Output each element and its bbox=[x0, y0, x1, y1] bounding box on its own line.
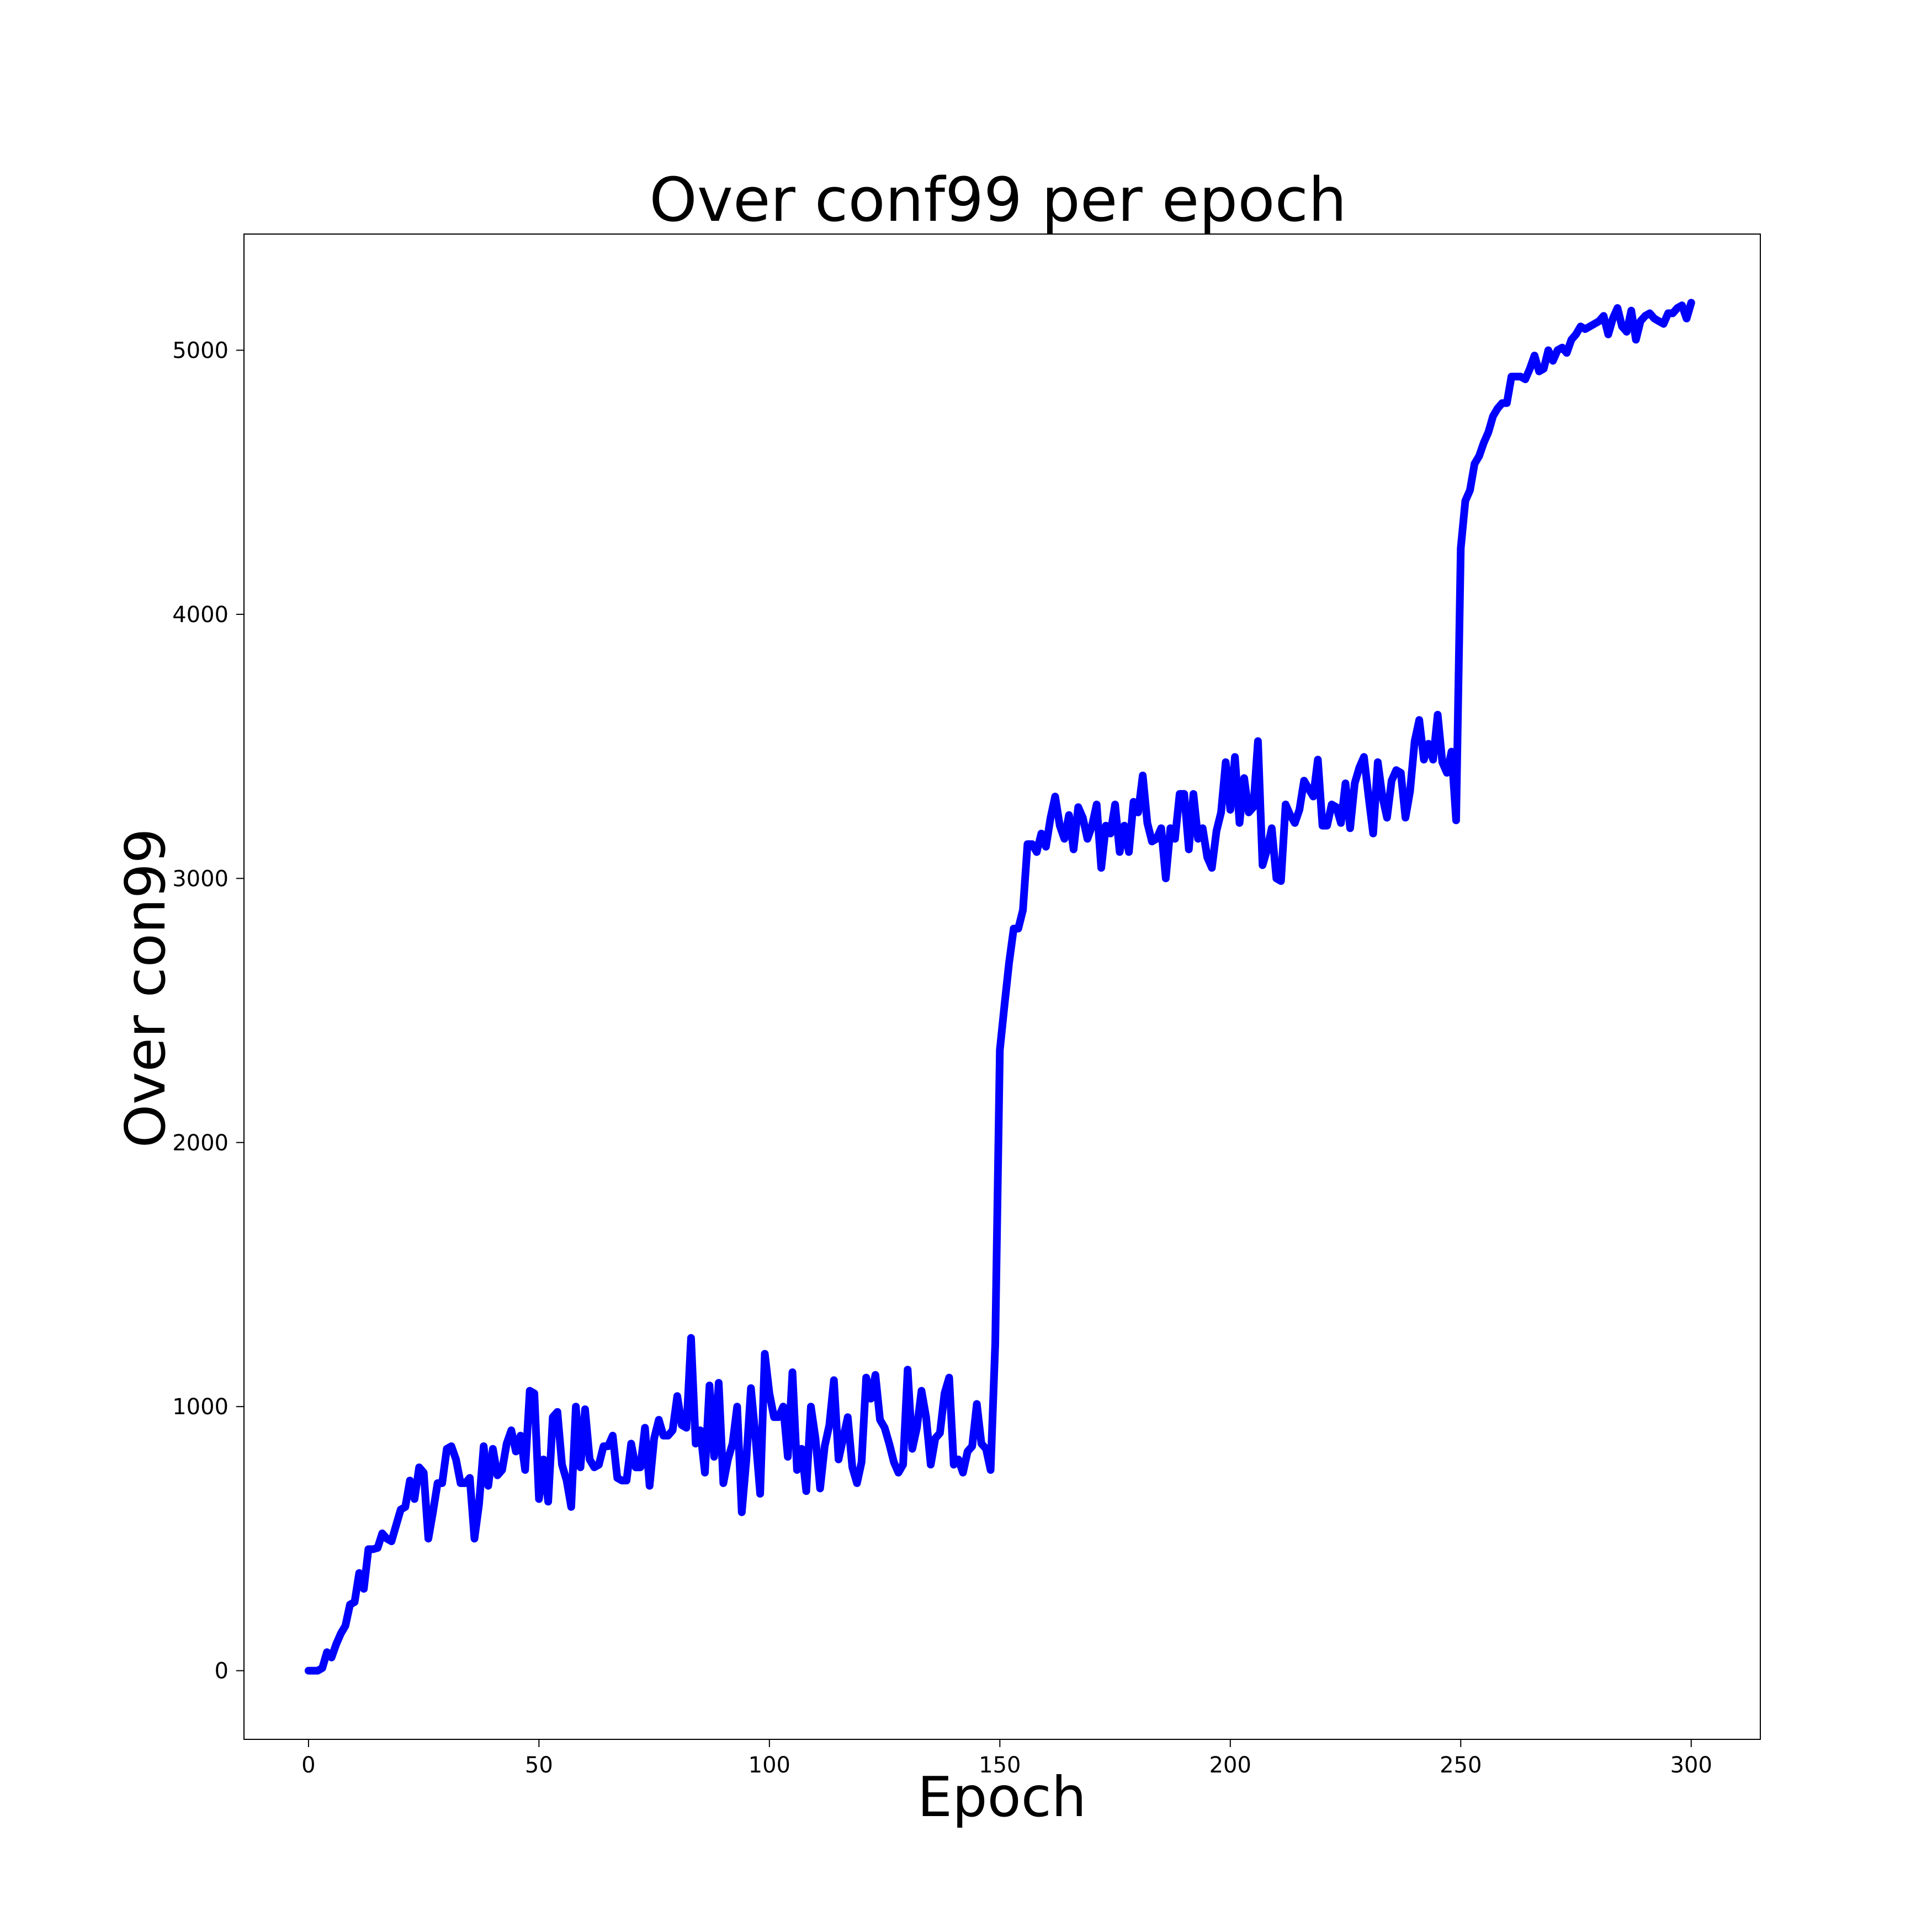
y-tick-label: 2000 bbox=[172, 1130, 229, 1156]
chart-title: Over conf99 per epoch bbox=[649, 164, 1346, 235]
series-line-1 bbox=[304, 299, 1695, 1675]
x-tick-label: 100 bbox=[749, 1753, 790, 1778]
y-axis-ticks: 0 1000 2000 3000 4000 5000 bbox=[172, 338, 244, 1684]
x-axis-label: Epoch bbox=[917, 1765, 1086, 1829]
x-tick-label: 300 bbox=[1670, 1753, 1712, 1778]
y-tick-label: 4000 bbox=[172, 602, 229, 628]
x-tick-label: 0 bbox=[301, 1753, 315, 1778]
y-tick-label: 3000 bbox=[172, 866, 229, 891]
x-tick-label: 250 bbox=[1440, 1753, 1482, 1778]
y-tick-label: 0 bbox=[215, 1659, 229, 1684]
y-axis-label: Over con99 bbox=[113, 828, 178, 1148]
y-tick-label: 5000 bbox=[172, 338, 229, 364]
plot-frame bbox=[243, 233, 1761, 1740]
x-tick-label: 200 bbox=[1209, 1753, 1251, 1778]
y-tick-label: 1000 bbox=[172, 1394, 229, 1420]
x-axis-ticks: 0 50 100 150 200 250 300 bbox=[301, 1739, 1712, 1778]
x-tick-label: 50 bbox=[525, 1753, 553, 1778]
data-series-layer bbox=[304, 299, 1695, 1675]
x-tick-label: 150 bbox=[979, 1753, 1021, 1778]
